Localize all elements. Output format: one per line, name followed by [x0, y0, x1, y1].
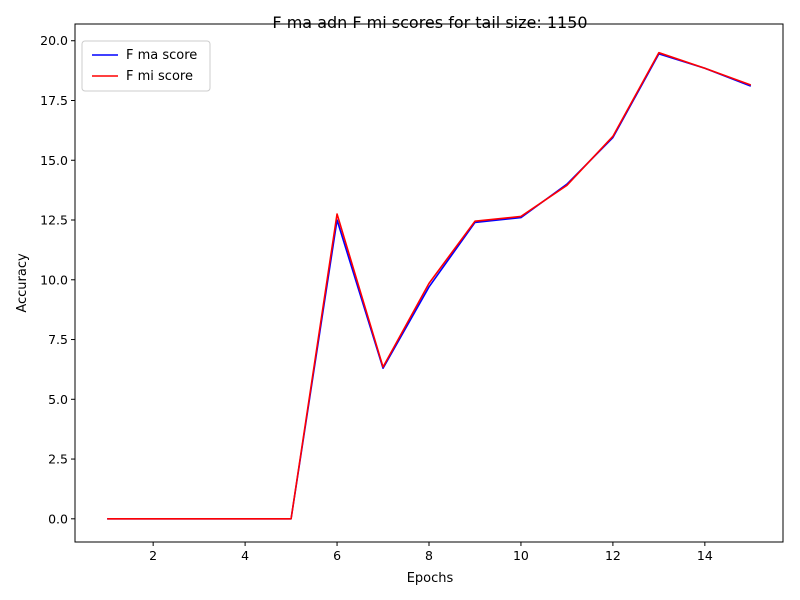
y-tick-label: 5.0 — [48, 392, 68, 407]
y-tick-label: 20.0 — [40, 33, 68, 48]
y-tick-label: 17.5 — [40, 93, 68, 108]
x-tick-label: 4 — [241, 548, 249, 563]
y-tick-label: 7.5 — [48, 332, 68, 347]
y-axis: 0.0 2.5 5.0 7.5 10.0 12.5 15.0 17.5 20.0 — [40, 33, 75, 526]
x-tick-label: 14 — [697, 548, 713, 563]
legend: F ma score F mi score — [81, 40, 211, 92]
chart-title: F ma adn F mi scores for tail size: 1150 — [272, 13, 587, 32]
y-tick-label: 0.0 — [48, 511, 68, 526]
legend-box — [81, 40, 211, 92]
series-line-f-ma — [107, 53, 752, 520]
x-axis: 2 4 6 8 10 12 14 — [149, 542, 713, 563]
x-tick-label: 6 — [333, 548, 341, 563]
legend-label-f-ma: F ma score — [126, 48, 197, 63]
series-line-f-mi — [107, 51, 752, 520]
plot-lines — [107, 51, 752, 520]
legend-label-f-mi: F mi score — [126, 69, 193, 84]
y-axis-label: Accuracy — [15, 253, 30, 313]
y-tick-label: 10.0 — [40, 272, 68, 287]
x-tick-label: 8 — [425, 548, 433, 563]
y-tick-label: 2.5 — [48, 452, 68, 467]
x-axis-label: Epochs — [407, 571, 454, 586]
y-tick-label: 15.0 — [40, 153, 68, 168]
x-tick-label: 10 — [513, 548, 529, 563]
x-tick-label: 2 — [149, 548, 157, 563]
x-tick-label: 12 — [605, 548, 621, 563]
y-tick-label: 12.5 — [40, 213, 68, 228]
